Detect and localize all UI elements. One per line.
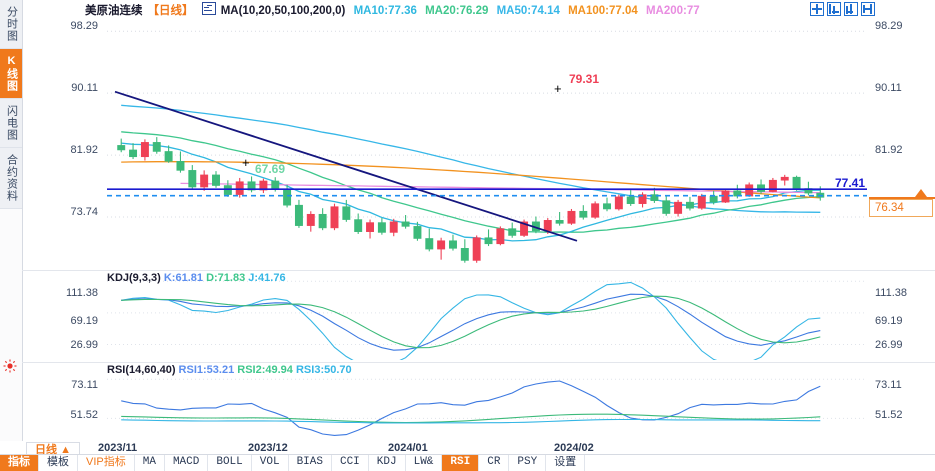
bottom-tab-kdj[interactable]: KDJ bbox=[369, 455, 406, 471]
sidebar-item-kline[interactable]: K线图 bbox=[0, 49, 22, 99]
axis-tick: 26.99 bbox=[70, 339, 98, 351]
date-tick: 2023/12 bbox=[248, 442, 288, 454]
axis-tick: 69.19 bbox=[875, 315, 903, 327]
rsi3-value: RSI3:50.70 bbox=[295, 364, 352, 376]
bottom-tab-cr[interactable]: CR bbox=[479, 455, 510, 471]
chart-tool-icons bbox=[810, 2, 875, 16]
bottom-toolbar: 指标 模板 VIP指标 MA MACD BOLL VOL BIAS CCI KD… bbox=[0, 454, 935, 471]
date-tick: 2024/02 bbox=[554, 442, 594, 454]
bottom-tab-lw[interactable]: LW& bbox=[406, 455, 443, 471]
bottom-toolbar-filler bbox=[585, 455, 935, 471]
sidebar-item-label: 合约资料 bbox=[5, 154, 18, 202]
ma-formula[interactable]: MA(10,20,50,100,200,0) bbox=[220, 5, 346, 17]
bottom-tab-vol[interactable]: VOL bbox=[252, 455, 289, 471]
sidebar-item-contract-info[interactable]: 合约资料 bbox=[0, 148, 22, 209]
kdj-axis-left: 111.38 69.19 26.99 bbox=[22, 271, 102, 360]
axis-tick: 98.29 bbox=[875, 20, 903, 32]
bottom-tab-ma[interactable]: MA bbox=[135, 455, 165, 471]
axis-tick: 26.99 bbox=[875, 339, 903, 351]
sidebar-item-label: 分时图 bbox=[5, 6, 18, 42]
axis-tick: 73.11 bbox=[875, 379, 902, 391]
last-price-arrow-icon bbox=[915, 189, 927, 197]
sidebar-item-timeshare[interactable]: 分时图 bbox=[0, 0, 22, 49]
axis-tick: 51.52 bbox=[875, 409, 903, 421]
sidebar-spacer bbox=[0, 209, 22, 441]
kdj-j-value: J:41.76 bbox=[248, 272, 286, 284]
sidebar-item-label: 闪电图 bbox=[5, 105, 18, 141]
chart-header: 美原油连续 【日线】 MA(10,20,50,100,200,0) MA10:77… bbox=[85, 2, 705, 17]
rsi-title-row: RSI(14,60,40) RSI1:53.21 RSI2:49.94 RSI3… bbox=[107, 364, 352, 376]
sidebar-item-label: K线图 bbox=[5, 55, 18, 92]
symbol-name[interactable]: 美原油连续 bbox=[85, 5, 143, 17]
price-plot-area[interactable] bbox=[107, 16, 867, 268]
crosshair-move-icon[interactable] bbox=[810, 2, 824, 16]
last-price-line bbox=[869, 197, 935, 199]
rsi2-value: RSI2:49.94 bbox=[237, 364, 293, 376]
ma50-value: MA50:74.14 bbox=[496, 5, 560, 17]
bottom-tab-macd[interactable]: MACD bbox=[165, 455, 209, 471]
crosshair-marker-high: + bbox=[554, 81, 562, 96]
kdj-k-value: K:61.81 bbox=[163, 272, 203, 284]
rsi-axis-left: 73.11 51.52 bbox=[22, 363, 102, 442]
axis-tick: 51.52 bbox=[70, 409, 98, 421]
sidebar-item-lightning[interactable]: 闪电图 bbox=[0, 99, 22, 148]
high-price-annotation: 79.31 bbox=[569, 72, 600, 86]
axis-tick: 81.92 bbox=[70, 144, 98, 156]
axis-tick: 69.19 bbox=[70, 315, 98, 327]
bottom-tab-cci[interactable]: CCI bbox=[332, 455, 369, 471]
last-price-badge[interactable]: 76.34 bbox=[869, 199, 933, 217]
ma10-value: MA10:77.36 bbox=[353, 5, 417, 17]
kdj-formula[interactable]: KDJ(9,3,3) bbox=[107, 272, 161, 284]
kdj-panel: KDJ(9,3,3) K:61.81 D:71.83 J:41.76 111.3… bbox=[22, 270, 935, 360]
kdj-d-value: D:71.83 bbox=[206, 272, 246, 284]
rsi-axis-right: 73.11 51.52 bbox=[869, 363, 935, 442]
reference-price-label: 77.41 bbox=[834, 176, 865, 190]
bottom-tab-vip[interactable]: VIP指标 bbox=[78, 455, 135, 471]
left-sidebar: 分时图 K线图 闪电图 合约资料 bbox=[0, 0, 23, 441]
kdj-title-row: KDJ(9,3,3) K:61.81 D:71.83 J:41.76 bbox=[107, 272, 286, 284]
bottom-tab-indicator[interactable]: 指标 bbox=[0, 455, 39, 471]
ma100-value: MA100:77.04 bbox=[568, 5, 638, 17]
price-axis-left: 98.29 90.11 81.92 73.74 bbox=[22, 16, 102, 268]
ma20-value: MA20:76.29 bbox=[425, 5, 489, 17]
rsi-panel: RSI(14,60,40) RSI1:53.21 RSI2:49.94 RSI3… bbox=[22, 362, 935, 442]
axis-tick: 111.38 bbox=[65, 287, 98, 299]
rsi-formula[interactable]: RSI(14,60,40) bbox=[107, 364, 176, 376]
axis-tick: 81.92 bbox=[875, 144, 903, 156]
candlestick-chart bbox=[107, 30, 867, 263]
bottom-tab-rsi[interactable]: RSI bbox=[442, 455, 480, 471]
period-label[interactable]: 【日线】 bbox=[147, 5, 194, 17]
axis-tick: 90.11 bbox=[71, 82, 98, 94]
ma-indicator-icon[interactable] bbox=[201, 2, 216, 15]
align-left-icon[interactable] bbox=[827, 2, 841, 16]
bottom-tab-template[interactable]: 模板 bbox=[39, 455, 78, 471]
bottom-tab-boll[interactable]: BOLL bbox=[208, 455, 252, 471]
axis-tick: 111.38 bbox=[875, 287, 908, 299]
axis-tick: 73.11 bbox=[71, 379, 98, 391]
date-tick: 2023/11 bbox=[98, 442, 138, 454]
kdj-lines bbox=[107, 280, 867, 360]
date-axis: 2023/11 2023/12 2024/01 2024/02 bbox=[22, 442, 935, 456]
rsi-lines bbox=[107, 378, 867, 436]
low-price-annotation: 67.69 bbox=[255, 162, 286, 176]
bottom-tab-settings[interactable]: 设置 bbox=[546, 455, 586, 471]
rsi1-value: RSI1:53.21 bbox=[178, 364, 235, 376]
axis-tick: 98.29 bbox=[70, 20, 98, 32]
price-panel: 98.29 90.11 81.92 73.74 98.29 90.11 81.9… bbox=[22, 16, 935, 268]
date-tick: 2024/01 bbox=[388, 442, 428, 454]
expand-right-icon[interactable] bbox=[861, 2, 875, 16]
kdj-plot-area[interactable] bbox=[107, 271, 867, 360]
ma200-value: MA200:77 bbox=[645, 5, 700, 17]
axis-tick: 90.11 bbox=[875, 82, 902, 94]
kdj-axis-right: 111.38 69.19 26.99 bbox=[869, 271, 935, 360]
axis-tick: 73.74 bbox=[70, 206, 98, 218]
rsi-plot-area[interactable] bbox=[107, 363, 867, 442]
crosshair-marker-low: + bbox=[242, 155, 250, 170]
price-axis-right: 98.29 90.11 81.92 73.74 bbox=[869, 16, 935, 268]
bottom-tab-psy[interactable]: PSY bbox=[509, 455, 547, 471]
align-right-icon[interactable] bbox=[844, 2, 858, 16]
brightness-sun-icon[interactable] bbox=[3, 359, 17, 373]
bottom-tab-bias[interactable]: BIAS bbox=[289, 455, 332, 471]
